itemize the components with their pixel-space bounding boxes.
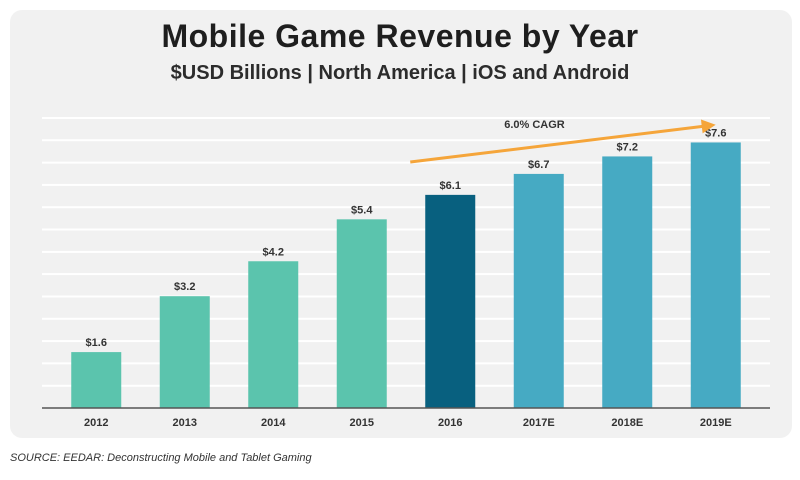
value-label-2017e: $6.7: [528, 159, 549, 171]
cagr-label: 6.0% CAGR: [504, 119, 565, 131]
bar-2016: [425, 194, 476, 408]
value-label-2013: $3.2: [174, 281, 195, 293]
source-note: SOURCE: EEDAR: Deconstructing Mobile and…: [10, 452, 312, 464]
value-label-2019e: $7.6: [705, 127, 726, 139]
x-tick-2019e: 2019E: [700, 417, 732, 429]
bar-2018e: [602, 156, 653, 408]
x-tick-labels: 2012 2013 2014 2015 2016 2017E 2018E 2019E: [84, 417, 732, 429]
value-label-2015: $5.4: [351, 204, 373, 216]
bar-2017e: [513, 173, 564, 408]
bar-2012: [71, 352, 122, 408]
chart-subtitle: $USD Billions | North America | iOS and …: [170, 62, 630, 84]
x-tick-2016: 2016: [438, 417, 462, 429]
x-tick-2012: 2012: [84, 417, 108, 429]
value-label-2018e: $7.2: [617, 141, 638, 153]
bar-2015: [336, 219, 387, 408]
x-tick-2018e: 2018E: [611, 417, 643, 429]
bars: [71, 142, 741, 408]
x-tick-2017e: 2017E: [523, 417, 555, 429]
cagr-arrow: [410, 124, 706, 164]
chart-card: [10, 10, 792, 438]
x-tick-2015: 2015: [350, 417, 374, 429]
chart-title: Mobile Game Revenue by Year: [161, 18, 639, 54]
bar-2014: [248, 261, 299, 408]
bar-2019e: [690, 142, 741, 408]
cagr-annotation: 6.0% CAGR: [410, 119, 716, 164]
bar-2013: [159, 296, 210, 408]
cagr-arrowhead-icon: [700, 119, 716, 134]
value-label-2014: $4.2: [263, 246, 284, 258]
value-labels: $1.6 $3.2 $4.2 $5.4 $6.1 $6.7 $7.2 $7.6: [86, 127, 727, 349]
x-tick-2013: 2013: [173, 417, 197, 429]
gridlines: [42, 117, 770, 387]
value-label-2012: $1.6: [86, 337, 107, 349]
x-tick-2014: 2014: [261, 417, 286, 429]
value-label-2016: $6.1: [440, 180, 461, 192]
